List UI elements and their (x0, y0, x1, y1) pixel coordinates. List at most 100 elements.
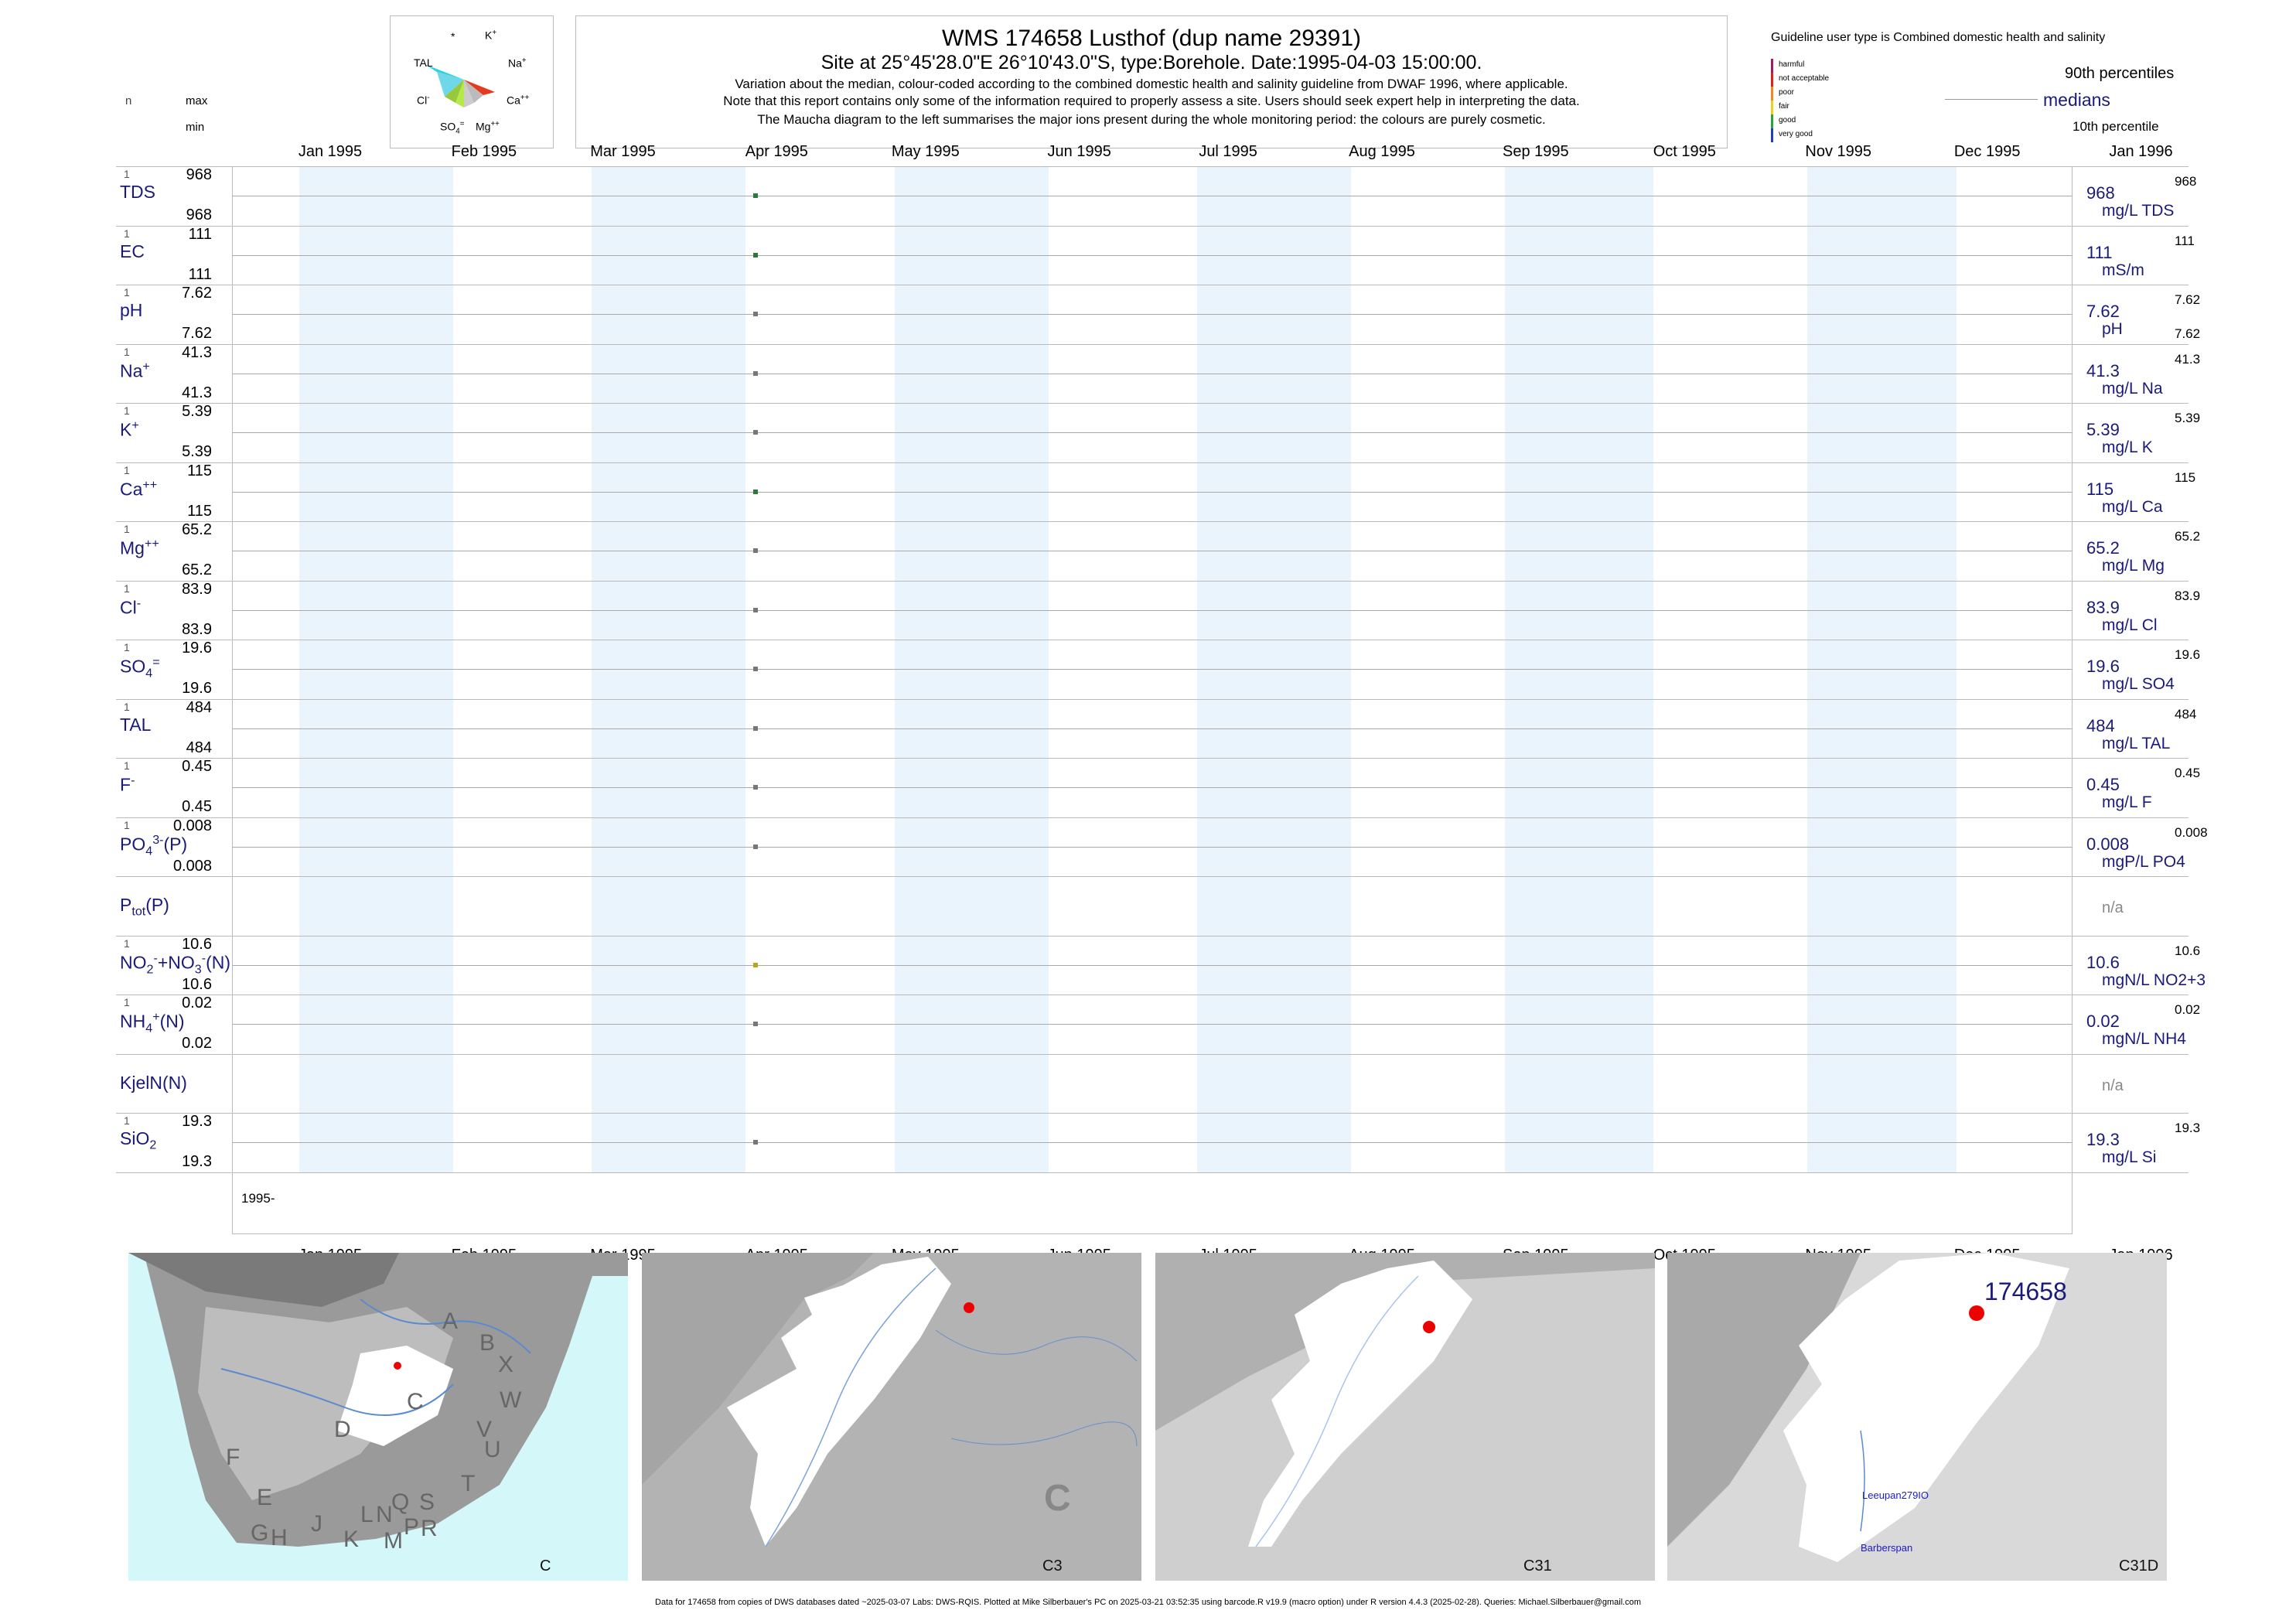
map-region-label-n: N (376, 1502, 393, 1527)
maucha-diagram (425, 64, 495, 107)
param-name-so4-: SO4= (120, 655, 160, 681)
max-value-po4-3-p-: 0.008 (172, 817, 212, 834)
plot-frame (232, 166, 2073, 1234)
left-header-max: max (186, 94, 208, 107)
maucha-label-mg: Mg++ (476, 120, 500, 133)
c3-map (642, 1253, 1141, 1581)
max-value-f-: 0.45 (182, 758, 212, 775)
param-name-tal: TAL (120, 714, 152, 735)
unit-label-tds: mg/L TDS (2102, 202, 2175, 220)
max-value-no2-no3-n-: 10.6 (182, 935, 212, 953)
median-value-ph: 7.62 (2086, 302, 2120, 321)
row-separator (116, 462, 2189, 463)
row-separator (116, 817, 2189, 818)
min-value-tal: 484 (186, 739, 212, 756)
sample-count-no2-no3-n-: 1 (124, 937, 130, 950)
map-region-label-l: L (360, 1502, 374, 1527)
map-region-label-w: W (500, 1387, 522, 1413)
median-value-kjeln-n-: n/a (2102, 1076, 2124, 1094)
legend-class-label-1: not acceptable (1779, 74, 1830, 83)
map-region-label-r: R (421, 1516, 438, 1541)
month-label-top: Dec 1995 (1953, 143, 2021, 160)
p90-value-sio2: 19.3 (2175, 1121, 2201, 1135)
note-line-1: Variation about the median, colour-coded… (735, 77, 1568, 91)
param-name-ca-: Ca++ (120, 477, 158, 500)
title-box: WMS 174658 Lusthof (dup name 29391) Site… (575, 15, 1728, 148)
p90-value-cl-: 83.9 (2175, 588, 2201, 603)
data-point-na- (753, 370, 759, 376)
median-value-k-: 5.39 (2086, 420, 2120, 439)
min-value-f-: 0.45 (182, 798, 212, 815)
median-value-sio2: 19.3 (2086, 1130, 2120, 1149)
median-value-tds: 968 (2086, 183, 2115, 203)
legend-p90: 90th percentiles (2065, 65, 2175, 82)
p90-value-ph: 7.62 (2175, 292, 2201, 307)
row-separator (116, 935, 2189, 937)
param-name-na-: Na+ (120, 359, 150, 381)
param-name-kjeln-n-: KjelN(N) (120, 1072, 187, 1093)
month-label-top: Feb 1995 (451, 143, 517, 160)
median-line-no2-no3-n- (232, 964, 2073, 966)
data-point-po4-3-p- (753, 844, 759, 849)
page-title: WMS 174658 Lusthof (dup name 29391) (941, 26, 1361, 51)
map-region-label-s: S (419, 1489, 435, 1515)
map-region-label-d: D (334, 1417, 351, 1442)
min-value-cl-: 83.9 (182, 620, 212, 638)
map-region-label-c: C (407, 1389, 424, 1414)
sample-count-ph: 1 (124, 286, 130, 299)
month-label-top: Oct 1995 (1653, 143, 1716, 160)
max-value-nh4-n-: 0.02 (182, 995, 212, 1012)
data-point-nh4-n- (753, 1022, 759, 1027)
param-name-no2-no3-n-: NO2-+NO3-(N) (120, 950, 230, 976)
max-value-so4-: 19.6 (182, 640, 212, 657)
param-name-po4-3-p-: PO43-(P) (120, 832, 188, 858)
sample-count-po4-3-p-: 1 (124, 818, 130, 831)
p90-value-k-: 5.39 (2175, 411, 2201, 425)
unit-label-tal: mg/L TAL (2102, 734, 2171, 752)
legend: Guideline user type is Combined domestic… (1771, 23, 2204, 147)
median-value-mg-: 65.2 (2086, 538, 2120, 558)
median-line-ph (232, 314, 2073, 316)
median-line-so4- (232, 669, 2073, 670)
legend-p10: 10th percentile (2073, 119, 2159, 134)
left-header-n: n (125, 94, 132, 107)
map-region-label-t: T (461, 1471, 476, 1496)
map-region-label-u: U (484, 1437, 501, 1462)
median-value-f-: 0.45 (2086, 775, 2120, 794)
site-id-label: 174658 (1984, 1278, 2067, 1305)
unit-label-k-: mg/L K (2102, 438, 2153, 456)
legend-class-label-0: harmful (1779, 60, 1805, 69)
data-point-so4- (753, 667, 759, 672)
data-point-mg- (753, 548, 759, 554)
map-region-label-v: V (476, 1417, 493, 1442)
legend-class-bar-3 (1771, 101, 1773, 114)
row-separator (116, 876, 2189, 877)
map-region-label-h: H (271, 1525, 288, 1551)
legend-class-bar-2 (1771, 87, 1773, 101)
c31-map (1155, 1253, 1655, 1581)
month-label-top: Jul 1995 (1199, 143, 1257, 160)
min-value-k-: 5.39 (182, 443, 212, 460)
median-value-tal: 484 (2086, 715, 2115, 735)
note-line-2: Note that this report contains only some… (723, 94, 1580, 108)
map-panel-c31: C31 (1155, 1253, 1655, 1581)
median-line-f- (232, 787, 2073, 789)
legend-class-label-5: very good (1779, 130, 1813, 138)
min-value-so4-: 19.6 (182, 680, 212, 697)
unit-label-po4-3-p-: mgP/L PO4 (2102, 852, 2185, 871)
p90-value-f-: 0.45 (2175, 766, 2201, 780)
median-value-na-: 41.3 (2086, 360, 2120, 380)
data-point-f- (753, 785, 759, 790)
row-separator (116, 698, 2189, 700)
legend-median-line (1945, 99, 2038, 100)
month-label-top: Nov 1995 (1805, 143, 1871, 160)
map-region-label-q: Q (391, 1489, 410, 1515)
row-separator (116, 403, 2189, 404)
unit-label-nh4-n-: mgN/L NH4 (2102, 1030, 2186, 1048)
sample-count-k-: 1 (124, 404, 130, 417)
month-label-top: Aug 1995 (1349, 143, 1415, 160)
max-value-mg-: 65.2 (182, 521, 212, 538)
left-header-min: min (186, 121, 205, 134)
data-point-k- (753, 430, 759, 435)
